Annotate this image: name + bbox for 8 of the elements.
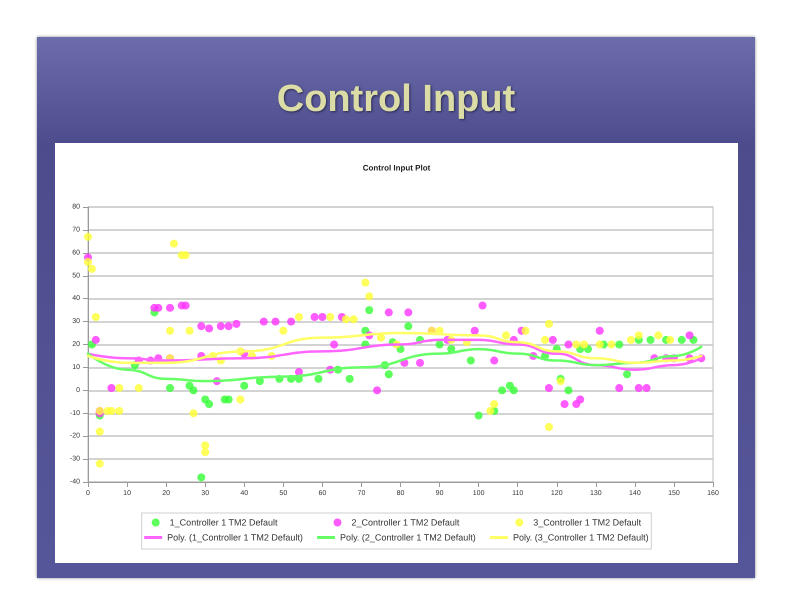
legend-label: Poly. (2_Controller 1 TM2 Default): [340, 532, 476, 542]
chart-subtitle: Control Input Plot: [362, 164, 431, 172]
legend-label: 3_Controller 1 TM2 Default: [533, 518, 642, 528]
legend-label: Poly. (1_Controller 1 TM2 Default): [167, 532, 303, 542]
legend-label: Poly. (3_Controller 1 TM2 Default): [512, 532, 649, 542]
chart-title: Control Input: [276, 78, 516, 121]
legend-label: 2_Controller 1 TM2 Default: [351, 518, 460, 528]
legend-label: 1_Controller 1 TM2 Default: [170, 518, 278, 528]
